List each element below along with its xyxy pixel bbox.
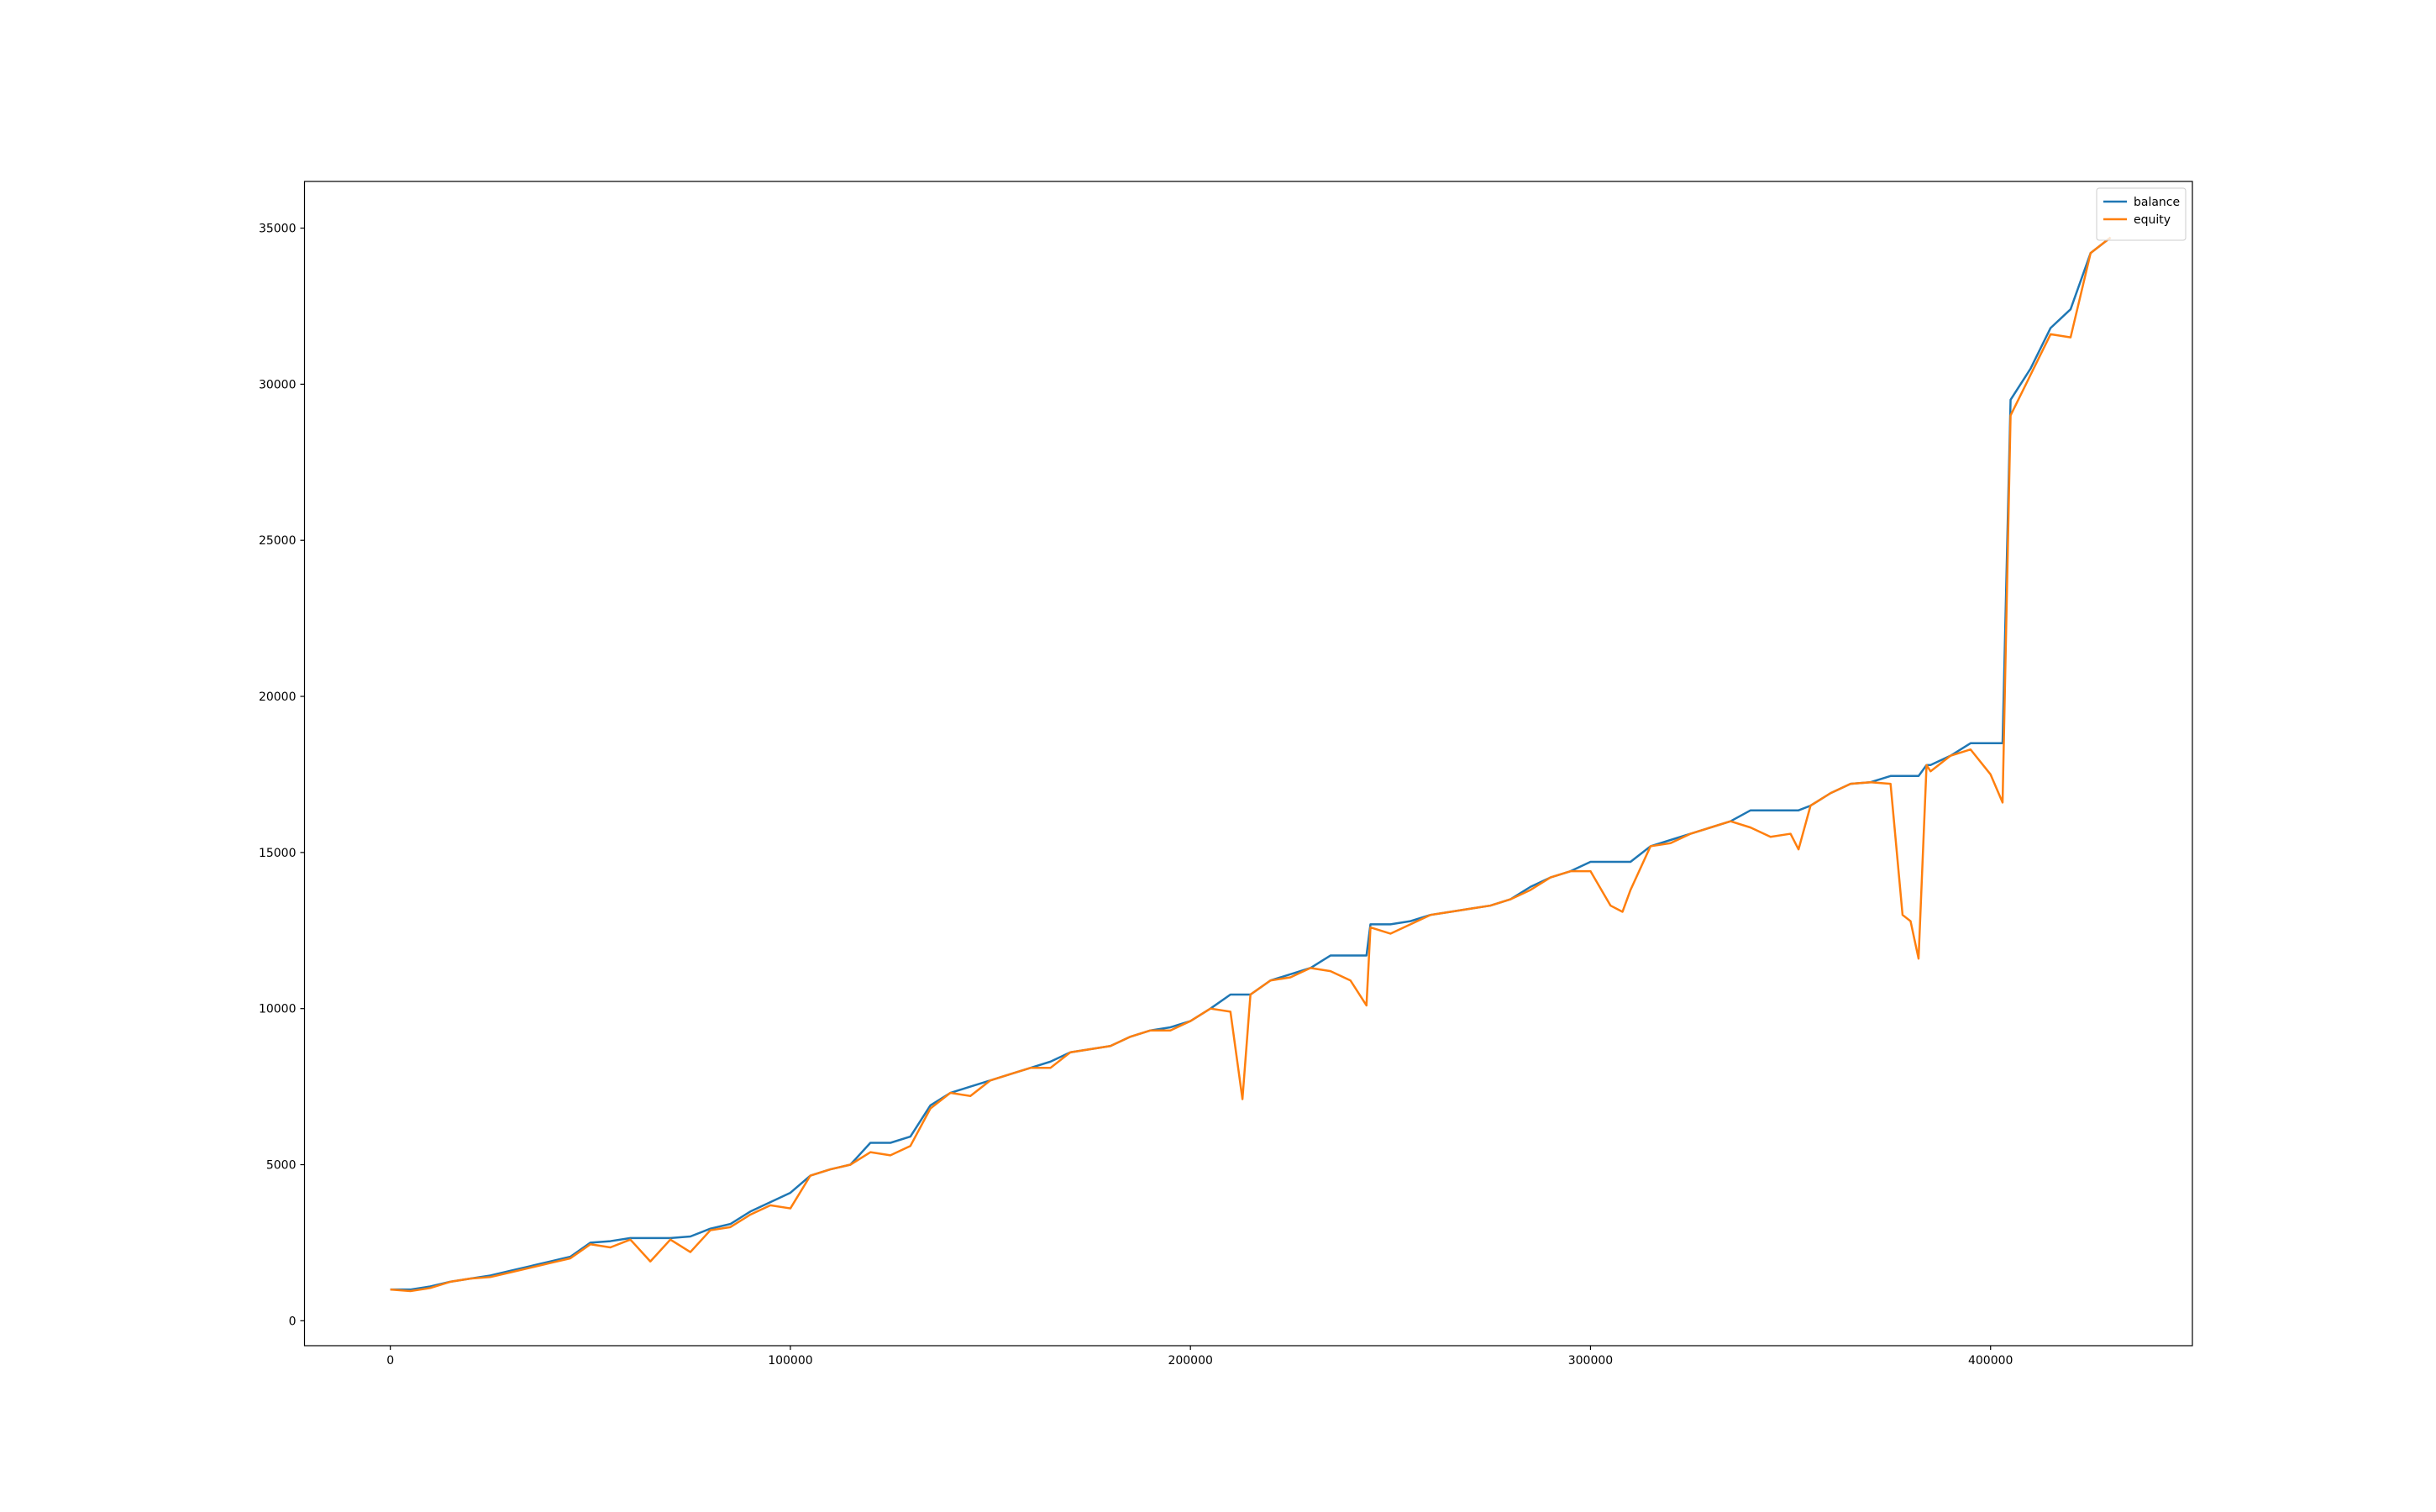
legend-label: balance [2134,196,2180,209]
y-tick-label: 0 [289,1315,297,1328]
y-tick-label: 35000 [259,223,297,236]
legend: balance equity [2096,187,2187,241]
x-tick-label: 100000 [768,1354,812,1368]
axes-frame [303,181,2193,1347]
x-tick-label: 0 [386,1354,394,1368]
x-tick-label: 200000 [1168,1354,1212,1368]
y-tick-label: 20000 [259,690,297,704]
x-tick-label: 300000 [1568,1354,1613,1368]
y-tick-label: 25000 [259,534,297,548]
y-tick-label: 15000 [259,847,297,860]
y-tick-label: 10000 [259,1003,297,1016]
x-tick-label: 400000 [1968,1354,2013,1368]
line-series [390,236,2112,1291]
y-tick-label: 30000 [259,378,297,391]
legend-label: equity [2134,213,2171,227]
y-tick-label: 5000 [266,1159,297,1173]
line-series [390,236,2112,1293]
